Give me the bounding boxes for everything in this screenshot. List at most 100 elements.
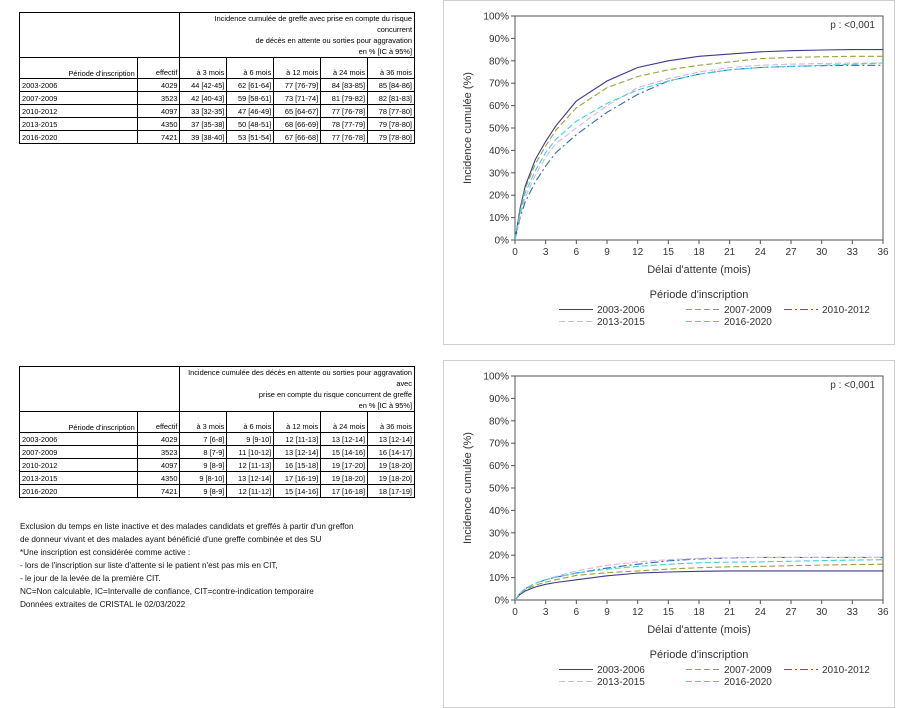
deces-incidence-chart: 0%10%20%30%40%50%60%70%80%90%100%0 3 6 9 12 1…	[443, 360, 895, 708]
table-title-line: en % [IC à 95%]	[358, 47, 412, 56]
y-tick-label: 100%	[483, 12, 509, 23]
cell-value: 18 [17-19]	[367, 484, 415, 498]
col-header: à 24 mois	[320, 57, 369, 79]
y-tick-label: 0%	[495, 596, 510, 607]
legend-label: 2003-2006	[597, 305, 645, 316]
cell-value: 12 [11-13]	[226, 458, 275, 472]
cell-value: 37 [35-38]	[179, 117, 228, 131]
y-tick-label: 40%	[489, 146, 509, 157]
table-row: 2013-2015 4350 9 [8-10] 13 [12-14] 17 [16-19…	[19, 471, 415, 485]
cell-effectif: 4097	[136, 458, 181, 472]
x-tick-label: 33	[847, 607, 859, 618]
legend-label: 2010-2012	[822, 665, 870, 676]
x-tick-label: 18	[693, 247, 705, 258]
series-line-2010-2012	[515, 556, 883, 600]
cell-value: 13 [12-14]	[226, 471, 275, 485]
y-tick-label: 20%	[489, 551, 509, 562]
cell-value: 16 [14-17]	[367, 445, 415, 459]
footnote-line: - le jour de la levée de la première CIT…	[20, 574, 161, 583]
footnotes: Exclusion du temps en liste inactive et …	[20, 520, 354, 611]
cell-value: 53 [51-54]	[226, 130, 275, 144]
y-tick-label: 60%	[489, 461, 509, 472]
y-tick-label: 30%	[489, 168, 509, 179]
cell-periode: 2003-2006	[19, 78, 138, 92]
cell-value: 33 [32-35]	[179, 104, 228, 118]
cell-effectif: 4029	[136, 432, 181, 446]
x-tick-label: 0	[512, 247, 518, 258]
col-header: à 12 mois	[273, 411, 322, 433]
cell-value: 8 [7-9]	[179, 445, 228, 459]
table-row: 2003-2006 4029 44 [42-45] 62 [61-64] 77 [76-…	[19, 78, 415, 92]
cell-value: 73 [71-74]	[273, 91, 322, 105]
footnote-line: Données extraites de CRISTAL le 02/03/20…	[20, 600, 186, 609]
table-row: 2003-2006 4029 7 [6-8] 9 [9-10] 12 [11-13] 13…	[19, 432, 415, 446]
cell-value: 78 [77-79]	[320, 117, 369, 131]
footnote-line: Exclusion du temps en liste inactive et …	[20, 522, 354, 531]
table-row: 2013-2015 4350 37 [35-38] 50 [48-51] 68 [66-…	[19, 117, 415, 131]
table-row: 2007-2009 3523 42 [40-43] 59 [58-61] 73 [71-…	[19, 91, 415, 105]
legend-label: 2003-2006	[597, 665, 645, 676]
cell-value: 77 [76-78]	[320, 104, 369, 118]
cell-value: 67 [66-68]	[273, 130, 322, 144]
footnote-line: NC=Non calculable, IC=Intervalle de conf…	[20, 587, 314, 596]
col-header-periode: Période d'inscription	[19, 57, 138, 79]
table-row: 2007-2009 3523 8 [7-9] 11 [10-12] 13 [12-14]…	[19, 445, 415, 459]
cell-value: 11 [10-12]	[226, 445, 275, 459]
plot-area	[514, 375, 884, 601]
col-header-effectif: effectif	[136, 57, 181, 79]
x-tick-label: 6	[574, 247, 580, 258]
x-tick-label: 15	[663, 247, 675, 258]
x-tick-label: 33	[847, 247, 859, 258]
table-row: 2010-2012 4097 9 [8-9] 12 [11-13] 16 [15-18]…	[19, 458, 415, 472]
cell-value: 15 [14-16]	[320, 445, 369, 459]
y-tick-label: 90%	[489, 34, 509, 45]
greffe-incidence-table: Incidence cumulée de greffe avec prise e…	[18, 12, 415, 144]
x-tick-label: 24	[755, 247, 767, 258]
series-line-2007-2009	[515, 563, 883, 600]
x-tick-label: 36	[877, 247, 889, 258]
cell-value: 77 [76-78]	[320, 130, 369, 144]
cell-value: 12 [11-13]	[273, 432, 322, 446]
cell-value: 84 [83-85]	[320, 78, 369, 92]
table-title: Incidence cumulée de greffe avec prise e…	[179, 12, 415, 58]
series-line-2016-2020	[515, 559, 883, 600]
table-row: 2016-2020 7421 39 [38-40] 53 [51-54] 67 [66-…	[19, 130, 415, 144]
y-tick-label: 80%	[489, 56, 509, 67]
cell-value: 17 [16-18]	[320, 484, 369, 498]
cell-value: 13 [12-14]	[273, 445, 322, 459]
cell-value: 78 [77-80]	[367, 104, 415, 118]
cell-periode: 2007-2009	[19, 91, 138, 105]
col-header-effectif: effectif	[136, 411, 181, 433]
y-tick-label: 50%	[489, 124, 509, 135]
x-tick-label: 30	[816, 247, 828, 258]
cell-periode: 2016-2020	[19, 130, 138, 144]
cell-value: 13 [12-14]	[320, 432, 369, 446]
series-line-2010-2012	[515, 64, 883, 240]
y-tick-label: 0%	[495, 236, 510, 247]
cell-value: 62 [61-64]	[226, 78, 275, 92]
footnote-line: *Une inscription est considérée comme ac…	[20, 548, 191, 557]
table-corner	[18, 366, 181, 412]
y-tick-label: 80%	[489, 416, 509, 427]
y-tick-label: 100%	[483, 372, 509, 383]
x-tick-label: 6	[574, 607, 580, 618]
col-header: à 36 mois	[367, 57, 415, 79]
col-header: à 24 mois	[320, 411, 369, 433]
cell-effectif: 7421	[136, 484, 181, 498]
x-tick-label: 12	[632, 247, 644, 258]
col-header: à 3 mois	[179, 411, 228, 433]
cell-periode: 2013-2015	[19, 117, 138, 131]
cell-effectif: 4029	[136, 78, 181, 92]
x-tick-label: 9	[604, 247, 610, 258]
cell-value: 19 [17-20]	[320, 458, 369, 472]
series-line-2003-2006	[515, 49, 883, 240]
x-tick-label: 27	[785, 247, 797, 258]
cell-value: 81 [79-82]	[320, 91, 369, 105]
col-header: à 36 mois	[367, 411, 415, 433]
x-tick-label: 9	[604, 607, 610, 618]
cell-value: 16 [15-18]	[273, 458, 322, 472]
p-value: p : <0,001	[830, 20, 875, 31]
table-title-line: prise en compte du risque concurrent de …	[258, 390, 412, 399]
x-tick-label: 30	[816, 607, 828, 618]
cell-value: 9 [9-10]	[226, 432, 275, 446]
